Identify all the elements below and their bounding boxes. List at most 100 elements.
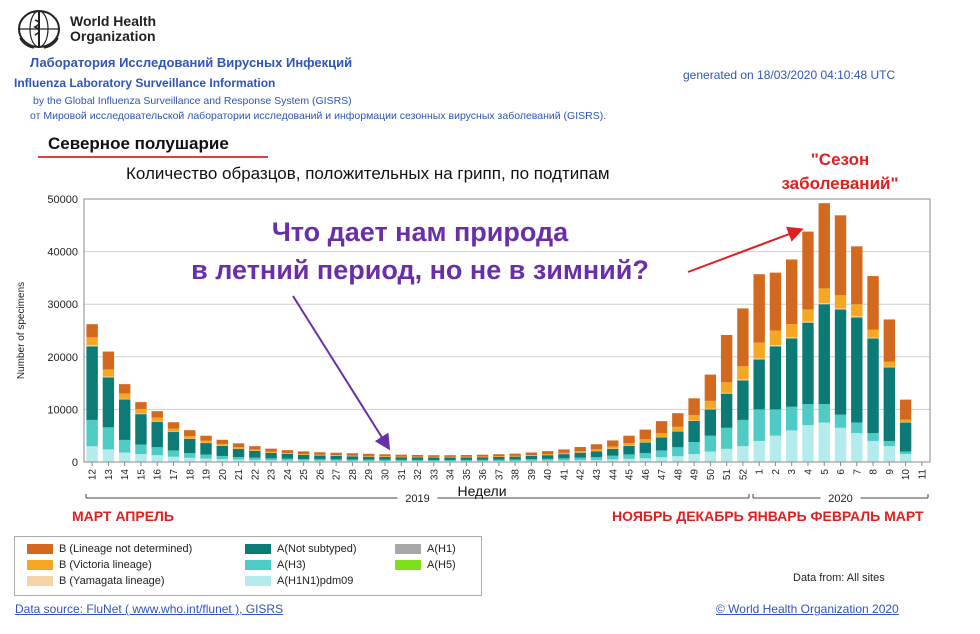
data-source-link[interactable]: Data source: FluNet ( www.who.int/flunet… bbox=[15, 602, 284, 616]
bar-segment-b_not_determined bbox=[639, 429, 651, 440]
legend-swatch bbox=[27, 576, 53, 587]
legend-b-yamagata: B (Yamagata lineage) bbox=[27, 575, 165, 587]
bar-segment-a_h1n1pdm09 bbox=[297, 460, 310, 462]
bar-segment-a_not_subtyped bbox=[118, 399, 131, 440]
question-line2: в летний период, но не в зимний? bbox=[191, 255, 649, 285]
bar-segment-b_not_determined bbox=[607, 440, 619, 447]
x-tick-label: 36 bbox=[478, 469, 489, 481]
bar-segment-b_yamagata bbox=[834, 308, 847, 310]
copyright-link[interactable]: © World Health Organization 2020 bbox=[716, 602, 899, 616]
bar-segment-a_not_subtyped bbox=[525, 455, 538, 460]
bar-segment-a_h3 bbox=[249, 457, 261, 460]
bar-segment-b_victoria bbox=[135, 408, 147, 414]
hemisphere-label: Северное полушарие bbox=[48, 134, 229, 153]
generated-timestamp: generated on 18/03/2020 04:10:48 UTC bbox=[683, 68, 896, 82]
org-name-line1: World Health bbox=[70, 13, 157, 29]
months-right: НОЯБРЬ ДЕКАБРЬ ЯНВАРЬ ФЕВРАЛЬ МАРТ bbox=[612, 508, 924, 524]
bar-segment-b_not_determined bbox=[541, 451, 554, 455]
bar-segment-a_h1n1pdm09 bbox=[607, 459, 619, 462]
x-tick-label: 41 bbox=[559, 469, 570, 481]
x-tick-label: 37 bbox=[494, 469, 505, 481]
bar-segment-b_victoria bbox=[395, 456, 407, 458]
bar-segment-a_h3 bbox=[151, 447, 163, 456]
bar-segment-a_h1n1pdm09 bbox=[102, 449, 115, 462]
legend-swatch bbox=[27, 560, 53, 571]
bar-segment-a_h3 bbox=[883, 440, 896, 447]
x-tick-label: 35 bbox=[462, 469, 473, 481]
bar-segment-a_h3 bbox=[330, 459, 342, 461]
x-tick-label: 43 bbox=[592, 469, 603, 481]
bar-segment-b_victoria bbox=[493, 456, 505, 457]
bar-segment-a_not_subtyped bbox=[86, 346, 98, 420]
bar-segment-a_h1n1pdm09 bbox=[509, 460, 521, 462]
bar-segment-b_victoria bbox=[330, 455, 342, 456]
bar-segment-a_h1n1pdm09 bbox=[883, 446, 896, 462]
legend-swatch bbox=[27, 544, 53, 555]
title-en: Influenza Laboratory Surveillance Inform… bbox=[14, 76, 276, 90]
bar-segment-a_h3 bbox=[737, 419, 749, 447]
bar-segment-b_victoria bbox=[769, 330, 782, 346]
bar-segment-b_not_determined bbox=[135, 402, 147, 409]
bar-segment-b_victoria bbox=[444, 456, 456, 458]
bar-segment-a_not_subtyped bbox=[151, 422, 163, 448]
x-tick-label: 49 bbox=[690, 469, 701, 481]
bar-segment-b_victoria bbox=[851, 304, 863, 317]
bar-segment-a_not_subtyped bbox=[476, 457, 489, 460]
bar-segment-b_victoria bbox=[200, 440, 212, 443]
bar-segment-b_not_determined bbox=[851, 246, 863, 305]
bar-segment-a_h3 bbox=[655, 450, 668, 458]
bar-segment-a_not_subtyped bbox=[639, 442, 651, 454]
bar-segment-a_h1n1pdm09 bbox=[769, 435, 782, 462]
legend-label: A(H5) bbox=[427, 559, 456, 571]
bar-segment-b_victoria bbox=[558, 452, 570, 455]
bar-segment-a_h3 bbox=[265, 458, 277, 461]
legend-label: A(H3) bbox=[277, 559, 306, 571]
bar-segment-a_h3 bbox=[639, 453, 651, 459]
org-name: World Health Organization bbox=[70, 14, 156, 44]
y-tick-label: 0 bbox=[72, 457, 78, 469]
x-axis-label: Недели bbox=[457, 483, 506, 499]
bar-segment-a_h1n1pdm09 bbox=[558, 460, 570, 462]
season-label: "Сезон заболеваний" bbox=[740, 148, 940, 196]
bar-segment-b_victoria bbox=[525, 455, 538, 456]
bar-segment-a_h3 bbox=[167, 450, 180, 457]
bar-segment-b_victoria bbox=[281, 452, 294, 454]
bar-segment-a_h1n1pdm09 bbox=[753, 440, 765, 462]
bar-segment-b_victoria bbox=[704, 400, 717, 409]
x-tick-label: 22 bbox=[250, 469, 261, 481]
legend-a-h3: A(H3) bbox=[245, 559, 306, 571]
x-tick-label: 8 bbox=[869, 469, 880, 475]
bar-segment-b_victoria bbox=[86, 337, 98, 346]
bar-segment-a_h1n1pdm09 bbox=[737, 446, 749, 462]
bar-segment-a_h3 bbox=[379, 459, 391, 461]
x-tick-label: 11 bbox=[917, 469, 928, 480]
bar-segment-a_h3 bbox=[541, 458, 554, 461]
x-tick-label: 26 bbox=[315, 469, 326, 481]
bar-segment-b_victoria bbox=[249, 449, 261, 451]
bar-segment-a_h1n1pdm09 bbox=[720, 448, 733, 462]
x-tick-label: 44 bbox=[608, 469, 619, 481]
x-tick-label: 28 bbox=[348, 469, 359, 481]
bar-segment-a_h3 bbox=[395, 459, 407, 462]
legend-a-not-subtyped: A(Not subtyped) bbox=[245, 543, 356, 555]
bar-segment-b_yamagata bbox=[102, 376, 115, 378]
year-label-2019: 2019 bbox=[405, 493, 429, 505]
bar-segment-a_not_subtyped bbox=[216, 445, 228, 456]
bar-segment-a_h1n1pdm09 bbox=[363, 460, 375, 462]
bar-segment-a_h3 bbox=[297, 459, 310, 461]
bar-segment-a_not_subtyped bbox=[867, 338, 879, 434]
legend-a-h1: A(H1) bbox=[395, 543, 456, 555]
bar-segment-a_h3 bbox=[802, 404, 814, 426]
bar-segment-a_h1n1pdm09 bbox=[655, 457, 668, 462]
bar-segment-b_not_determined bbox=[737, 308, 749, 367]
bar-segment-b_victoria bbox=[216, 443, 228, 446]
ot-line: от Мировой исследовательской лаборатории… bbox=[30, 110, 607, 122]
bar-segment-b_not_determined bbox=[769, 272, 782, 331]
bar-segment-b_victoria bbox=[118, 393, 131, 399]
x-tick-label: 52 bbox=[738, 469, 749, 481]
bar-segment-b_not_determined bbox=[265, 448, 277, 452]
bar-segment-b_not_determined bbox=[867, 276, 879, 330]
x-tick-label: 4 bbox=[803, 469, 814, 475]
bar-segment-a_not_subtyped bbox=[102, 377, 115, 428]
x-tick-label: 48 bbox=[673, 469, 684, 481]
